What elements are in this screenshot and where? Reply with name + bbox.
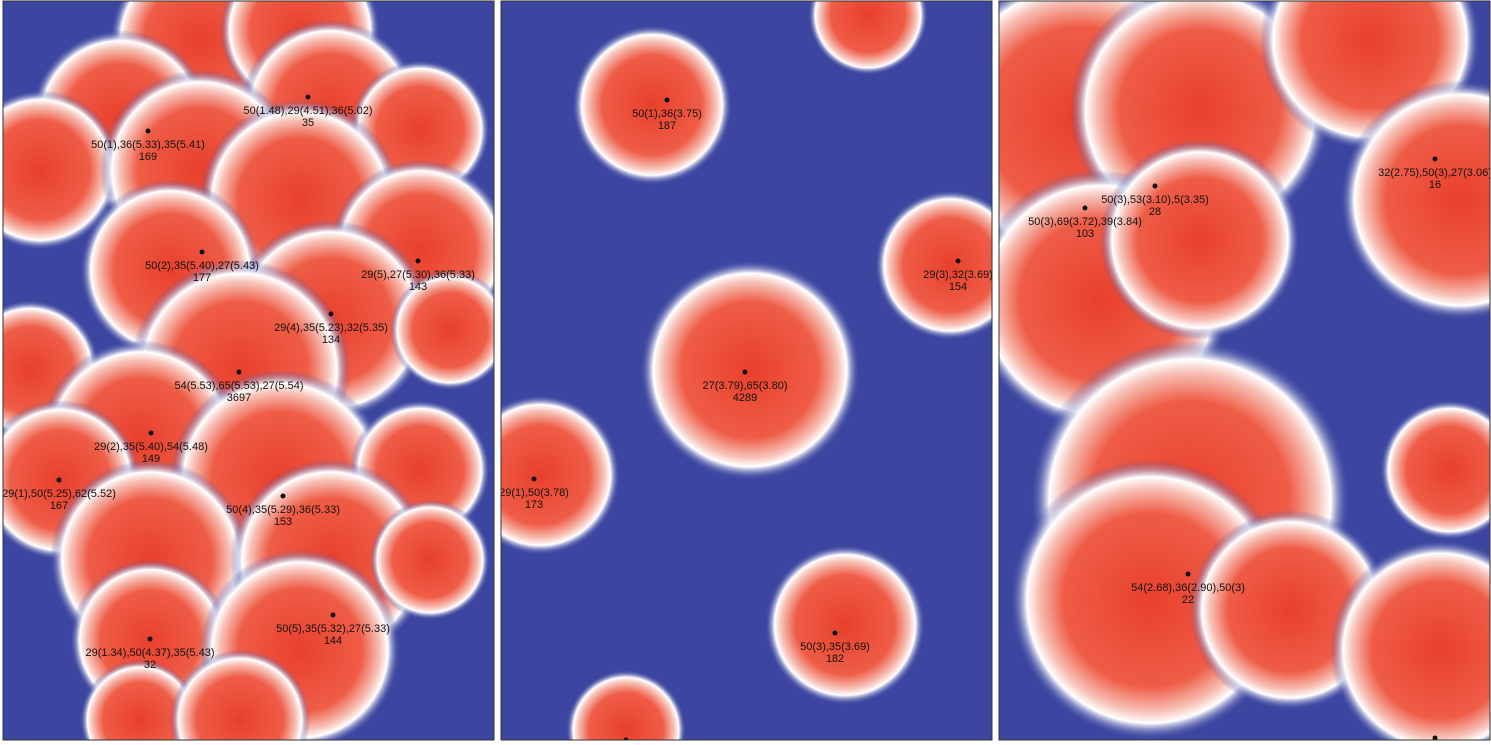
point [742,369,748,375]
point [280,493,286,499]
density-blob [390,270,494,390]
point-label: 50(3),53(3.10),5(3.35) [1101,194,1209,206]
point-label: 29(3),32(3.69) [923,269,993,281]
point-count: 143 [409,281,427,293]
density-blob [1330,540,1490,740]
point [1152,183,1158,189]
density-blob [765,545,925,705]
density-blob [640,260,860,480]
point [148,430,154,436]
point-label: 54(5.53),65(5.53),27(5.54) [174,380,303,392]
point-label: 54(2.68),36(2.90),50(3) [1131,582,1245,594]
point-count: 35 [302,117,314,129]
point [1432,735,1438,740]
panel: 50(1.48),29(4.51),36(5.02)35 50(1),36(5.3… [2,1,494,740]
point [330,612,336,618]
point-label: 32(2.75),50(3),27(3.06) [1378,167,1491,179]
point [199,249,205,255]
panel: 50(1),36(3.75)187 29(3),32(3.69)154 27(3.7… [499,1,993,740]
point-label: 27(3.79),65(3.80) [703,380,788,392]
point [955,258,961,264]
point [664,97,670,103]
point-label: 29(1.34),50(4.37),35(5.43) [85,647,214,659]
density-blob [1100,140,1300,340]
point-count: 103 [1076,228,1094,240]
point-count: 173 [525,499,543,511]
point-label: 50(1.48),29(4.51),36(5.02) [243,105,372,117]
point [832,630,838,636]
panel-border [500,0,993,741]
point-count: 154 [949,281,967,293]
point-label: 50(1),36(3.75) [632,108,702,120]
point-label: 29(4),35(5.23),32(5.35) [274,322,388,334]
point-count: 16 [1429,179,1441,191]
point-count: 187 [658,120,676,132]
point-label: 29(5),27(5.30),36(5.33) [361,269,475,281]
point-label: 29(1),50(3.78) [499,487,569,499]
point [1185,571,1191,577]
point-count: 169 [139,151,157,163]
point-count: 153 [274,516,292,528]
point-label: 50(3),35(3.69) [800,641,870,653]
density-blob [808,1,928,75]
point [415,258,421,264]
point-count: 149 [142,453,160,465]
density-blob [80,660,200,740]
point-count: 28 [1149,206,1161,218]
density-blob [1340,80,1490,320]
point [305,94,311,100]
point-label: 50(3),69(3.72),39(3.84) [1028,216,1142,228]
point-label: 29(1),50(5.25),62(5.52) [2,488,116,500]
panel: 32(2.75),50(3),27(3.06)16 50(3),53(3.10),… [999,1,1491,740]
point-count: 22 [1182,594,1194,606]
point-count: 134 [322,334,340,346]
density-blob [875,190,992,340]
density-blob [3,90,120,250]
point-label: 50(1),36(5.33),35(5.41) [91,139,205,151]
point-count: 4289 [733,392,757,404]
point [236,369,242,375]
density-blob [1380,400,1490,540]
density-blob [170,650,310,740]
point-count: 177 [193,272,211,284]
panel-border [998,0,1491,741]
point-count: 32 [144,659,156,671]
point [145,128,151,134]
point [147,636,153,642]
point-label: 29(2),35(5.40),54(5.48) [94,441,208,453]
point-label: 50(2),35(5.40),27(5.43) [145,260,259,272]
density-blob [572,25,732,185]
density-blob [566,670,686,740]
point-count: 167 [50,500,68,512]
point [328,311,334,317]
point-count: 144 [324,635,342,647]
panel-border [2,0,495,741]
point-count: 3697 [227,392,251,404]
point [56,477,62,483]
point [623,737,629,740]
point-count: 182 [826,653,844,665]
point-label: 50(4),35(5.29),36(5.33) [226,504,340,516]
point [1432,156,1438,162]
point [1082,205,1088,211]
point-label: 50(5),35(5.32),27(5.33) [276,623,390,635]
density-blob [370,500,490,620]
point [531,476,537,482]
density-blob [501,395,620,555]
